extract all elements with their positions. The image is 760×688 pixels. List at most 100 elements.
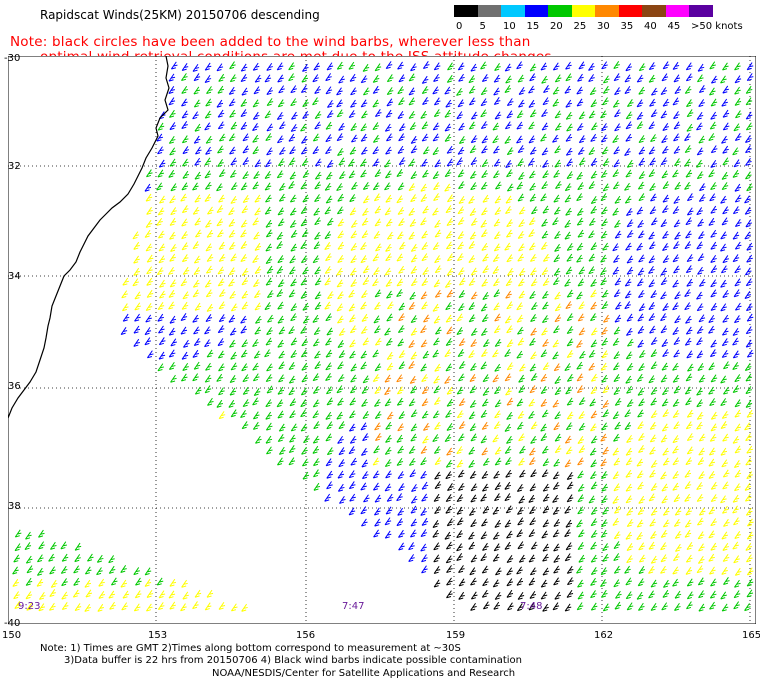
wind-barb bbox=[122, 313, 130, 322]
wind-barb bbox=[374, 422, 381, 431]
wind-barb bbox=[470, 267, 478, 276]
wind-barb bbox=[288, 362, 296, 370]
wind-barb bbox=[181, 110, 189, 119]
wind-barb bbox=[312, 97, 319, 106]
wind-barb bbox=[24, 542, 32, 551]
wind-barb bbox=[170, 374, 177, 383]
wind-barb bbox=[566, 494, 574, 503]
wind-barb bbox=[637, 230, 645, 239]
wind-barb bbox=[518, 433, 525, 442]
wind-barb bbox=[266, 98, 274, 107]
wind-barb bbox=[374, 218, 382, 227]
wind-barb bbox=[495, 567, 502, 576]
wind-barb bbox=[300, 409, 307, 418]
wind-barb bbox=[446, 289, 454, 298]
wind-barb bbox=[482, 578, 489, 587]
wind-barb bbox=[686, 601, 693, 610]
wind-barb bbox=[313, 327, 321, 336]
wind-barb bbox=[373, 230, 381, 239]
wind-barb bbox=[530, 327, 537, 336]
wind-barb bbox=[709, 121, 717, 130]
wind-barb bbox=[252, 411, 260, 420]
wind-barb bbox=[566, 171, 574, 180]
wind-barb bbox=[204, 339, 211, 348]
wind-barb bbox=[74, 554, 81, 563]
wind-barb bbox=[600, 458, 607, 467]
wind-barb bbox=[14, 529, 22, 538]
wind-barb bbox=[98, 590, 106, 599]
wind-barb bbox=[457, 169, 465, 178]
wind-barb bbox=[206, 253, 214, 262]
wind-barb bbox=[600, 254, 607, 263]
wind-barb bbox=[300, 399, 307, 408]
wind-barb bbox=[613, 159, 620, 168]
wind-barb bbox=[720, 279, 727, 288]
wind-barb bbox=[696, 411, 704, 420]
wind-barb bbox=[408, 445, 416, 454]
wind-barb bbox=[240, 241, 248, 250]
wind-barb bbox=[720, 231, 727, 240]
wind-barb bbox=[458, 277, 466, 286]
wind-barb bbox=[566, 242, 574, 251]
wind-barb bbox=[542, 553, 549, 562]
wind-barb bbox=[13, 591, 20, 600]
wind-barb bbox=[254, 242, 262, 251]
wind-barb bbox=[745, 122, 753, 131]
wind-barb bbox=[445, 505, 452, 514]
wind-barb bbox=[193, 361, 201, 370]
wind-barb bbox=[685, 73, 693, 82]
lon-label-150: 150 bbox=[2, 630, 22, 641]
wind-barb bbox=[192, 314, 199, 323]
wind-barb bbox=[590, 133, 597, 142]
wind-barb bbox=[577, 579, 584, 588]
wind-barb bbox=[530, 314, 537, 322]
wind-barb bbox=[242, 157, 250, 166]
wind-barb bbox=[312, 399, 320, 408]
wind-barb bbox=[493, 421, 501, 430]
wind-barb bbox=[723, 386, 730, 395]
wind-barb bbox=[576, 98, 584, 107]
wind-barb bbox=[410, 265, 418, 274]
wind-barb bbox=[493, 218, 501, 227]
wind-barb bbox=[492, 254, 500, 263]
wind-barb bbox=[723, 518, 730, 527]
wind-barb bbox=[625, 375, 632, 384]
wind-barb bbox=[542, 519, 550, 528]
wind-barb bbox=[576, 291, 583, 300]
wind-barb bbox=[516, 61, 523, 70]
wind-barb bbox=[625, 531, 633, 540]
wind-barb bbox=[108, 555, 115, 564]
wind-barb bbox=[612, 169, 620, 178]
wind-barb bbox=[446, 590, 453, 599]
wind-barb bbox=[674, 158, 681, 167]
wind-barb bbox=[600, 433, 607, 442]
wind-barb bbox=[722, 157, 730, 166]
wind-barb bbox=[145, 193, 153, 202]
wind-barb bbox=[660, 291, 667, 300]
wind-barb bbox=[588, 349, 596, 358]
wind-barb bbox=[601, 61, 608, 70]
wind-barb bbox=[710, 265, 718, 274]
wind-barb bbox=[708, 169, 715, 178]
wind-barb bbox=[685, 217, 693, 226]
wind-barb bbox=[492, 434, 499, 443]
wind-barb bbox=[708, 458, 716, 467]
wind-barb bbox=[733, 601, 740, 610]
wind-barb bbox=[433, 279, 441, 288]
wind-barb bbox=[603, 314, 610, 323]
wind-barb bbox=[337, 470, 345, 479]
wind-barb bbox=[265, 243, 273, 252]
wind-barb bbox=[662, 98, 670, 107]
wind-barb bbox=[542, 458, 550, 467]
wind-barb bbox=[684, 241, 692, 250]
wind-barb bbox=[408, 207, 415, 216]
wind-barb bbox=[372, 146, 380, 155]
wind-barb bbox=[734, 469, 742, 478]
wind-barb bbox=[492, 553, 500, 562]
wind-barb bbox=[649, 469, 656, 478]
wind-barb bbox=[554, 230, 561, 239]
wind-barb bbox=[493, 145, 500, 154]
wind-barb bbox=[61, 578, 68, 587]
wind-barb bbox=[265, 374, 273, 383]
wind-barb bbox=[362, 207, 369, 216]
